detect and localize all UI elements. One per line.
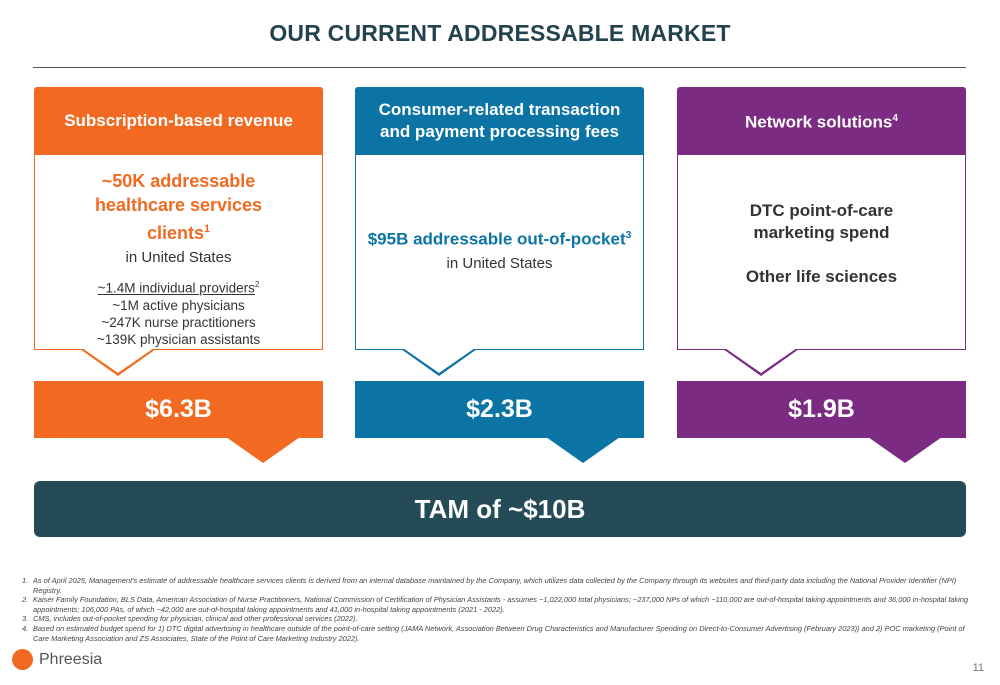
footnote: 2. Kaiser Family Foundation, BLS Data, Am… — [22, 595, 969, 614]
transaction-header: Consumer-related transaction and payment… — [355, 87, 644, 155]
network-notch-inner — [725, 348, 797, 373]
transaction-value-arrow — [546, 437, 620, 463]
subscription-sub: in United States — [125, 249, 232, 266]
transaction-sub: in United States — [446, 254, 553, 272]
network-line1: DTC point-of-care marketing spend — [749, 201, 894, 242]
detail-line: ~139K physician assistants — [96, 331, 261, 347]
logo-dot-icon — [12, 649, 33, 670]
footnote: 1. As of April 2025, Management's estimat… — [22, 576, 957, 595]
network-box: DTC point-of-care marketing spend Other … — [677, 155, 966, 350]
footnote: 4. Based on estimated budget spend for 1)… — [22, 623, 965, 643]
transaction-value: $2.3B — [355, 381, 644, 438]
tam-banner: TAM of ~$10B — [34, 481, 966, 537]
network-value-arrow — [868, 437, 942, 463]
detail-line: ~247K nurse practitioners — [101, 314, 256, 330]
subscription-headline: ~50K addressable healthcare services cli… — [94, 171, 263, 243]
network-line2: Other life sciences — [745, 267, 898, 286]
logo-text: Phreesia — [39, 650, 103, 668]
network-value: $1.9B — [677, 381, 966, 438]
transaction-box: $95B addressable out-of-pocket3 in Unite… — [355, 155, 644, 350]
detail-line: ~1M active physicians — [112, 297, 245, 313]
page-title: OUR CURRENT ADDRESSABLE MARKET — [269, 20, 731, 46]
transaction-notch-inner — [403, 348, 475, 373]
network-header: Network solutions4 — [677, 87, 966, 155]
transaction-headline: $95B addressable out-of-pocket3 — [367, 229, 632, 249]
footnote: 3. CMS, includes out-of-pocket spending f… — [22, 614, 358, 624]
page-number: 11 — [972, 662, 984, 674]
subscription-box: ~50K addressable healthcare services cli… — [34, 155, 323, 350]
providers-count: ~1.4M individual providers — [97, 280, 255, 296]
title-divider — [33, 67, 966, 68]
subscription-details: ~1.4M individual providers2 ~1M active p… — [35, 276, 322, 348]
phreesia-logo: Phreesia — [12, 649, 102, 670]
subscription-value: $6.3B — [34, 381, 323, 438]
footnotes: 1. As of April 2025, Management's estimat… — [22, 576, 982, 643]
transaction-header-label: Consumer-related transaction and payment… — [378, 100, 621, 141]
subscription-header-label: Subscription-based revenue — [64, 111, 293, 130]
network-header-label: Network solutions4 — [744, 112, 899, 132]
subscription-header: Subscription-based revenue — [34, 87, 323, 155]
subscription-value-arrow — [226, 437, 300, 463]
subscription-notch-inner — [82, 348, 154, 373]
